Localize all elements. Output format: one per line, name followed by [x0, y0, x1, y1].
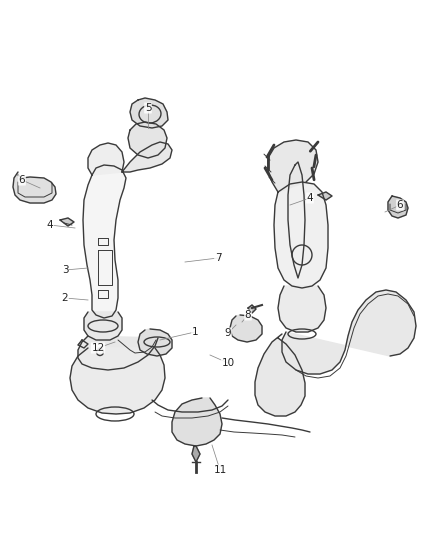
Text: 9: 9	[225, 328, 231, 338]
Text: 6: 6	[19, 175, 25, 185]
Polygon shape	[278, 286, 326, 332]
Text: 8: 8	[245, 310, 251, 320]
Text: 3: 3	[62, 265, 68, 275]
Text: 4: 4	[47, 220, 53, 230]
Polygon shape	[388, 196, 408, 218]
Polygon shape	[288, 162, 305, 278]
Polygon shape	[274, 182, 328, 288]
Text: 10: 10	[222, 358, 235, 368]
Text: 4: 4	[307, 193, 313, 203]
Polygon shape	[268, 140, 318, 192]
Polygon shape	[172, 398, 222, 446]
Text: 11: 11	[213, 465, 226, 475]
Text: 1: 1	[192, 327, 198, 337]
Polygon shape	[138, 329, 172, 356]
Polygon shape	[88, 143, 124, 175]
Text: 2: 2	[62, 293, 68, 303]
Polygon shape	[318, 192, 332, 200]
Polygon shape	[192, 446, 200, 462]
Polygon shape	[84, 312, 122, 340]
Polygon shape	[78, 340, 88, 348]
Polygon shape	[83, 165, 126, 318]
Polygon shape	[60, 218, 74, 226]
Polygon shape	[255, 334, 305, 416]
Text: 7: 7	[215, 253, 221, 263]
Polygon shape	[78, 336, 158, 370]
Polygon shape	[70, 348, 165, 414]
Text: 12: 12	[92, 343, 105, 353]
Polygon shape	[248, 305, 256, 313]
Polygon shape	[128, 122, 167, 158]
Polygon shape	[130, 98, 168, 128]
Polygon shape	[13, 172, 56, 203]
Polygon shape	[122, 142, 172, 172]
Text: 6: 6	[397, 200, 403, 210]
Polygon shape	[230, 315, 262, 342]
Text: 5: 5	[145, 103, 151, 113]
Polygon shape	[282, 290, 416, 374]
